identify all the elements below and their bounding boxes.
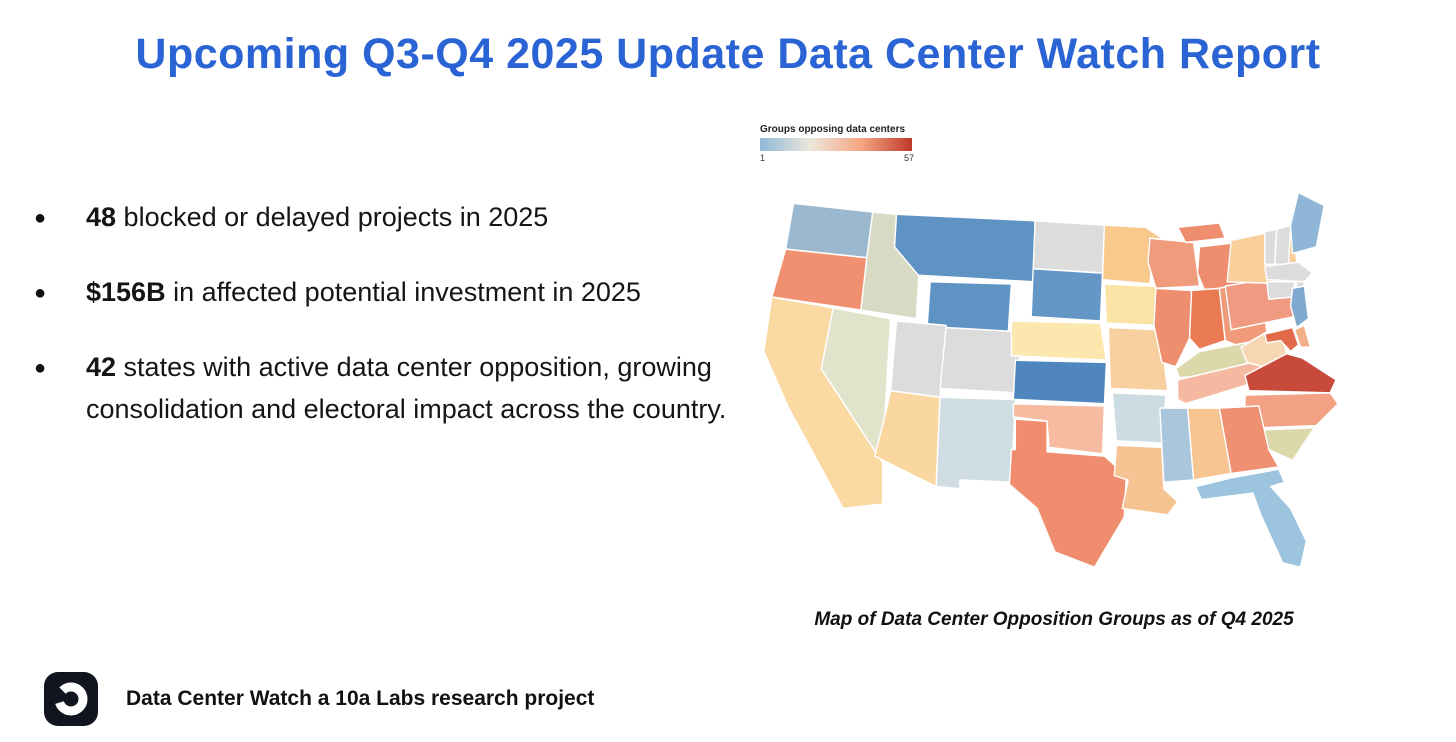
legend-labels: 1 57	[760, 153, 914, 163]
us-choropleth-map	[763, 191, 1339, 568]
stat-value: $156B	[86, 277, 166, 307]
map-panel: Groups opposing data centers 1 57	[752, 124, 1356, 631]
state-me	[1289, 191, 1325, 255]
state-in	[1188, 287, 1226, 351]
logo-mark-icon	[54, 682, 88, 716]
legend-min-label: 1	[760, 153, 766, 163]
map-caption: Map of Data Center Opposition Groups as …	[814, 609, 1294, 630]
state-ut	[889, 320, 947, 399]
stat-text: blocked or delayed projects in 2025	[116, 202, 549, 232]
state-ct	[1266, 281, 1296, 300]
state-nm	[935, 396, 1017, 490]
state-md	[1264, 326, 1300, 353]
state-az	[874, 389, 941, 488]
stat-value: 48	[86, 202, 117, 232]
footer-text: Data Center Watch a 10a Labs research pr…	[126, 687, 595, 710]
state-fl	[1194, 468, 1308, 568]
state-il	[1153, 287, 1193, 368]
state-nd	[1032, 219, 1106, 274]
legend-title: Groups opposing data centers	[760, 124, 906, 135]
state-ar	[1111, 392, 1167, 444]
state-ma	[1264, 261, 1314, 283]
state-tn	[1177, 359, 1272, 405]
state-wi	[1147, 237, 1201, 290]
state-sd	[1030, 267, 1104, 322]
map-legend: Groups opposing data centers 1 57	[760, 124, 1356, 163]
state-ok	[1012, 403, 1106, 455]
stat-text: states with active data center oppositio…	[86, 352, 727, 424]
state-nh	[1274, 224, 1292, 266]
state-wa	[784, 202, 874, 259]
state-mt	[893, 213, 1036, 283]
state-de	[1293, 324, 1312, 348]
stat-value: 42	[86, 352, 117, 382]
state-va	[1244, 352, 1337, 394]
legend-max-label: 57	[903, 153, 914, 163]
stat-bullet-states: 42 states with active data center opposi…	[28, 346, 728, 430]
stat-text: in affected potential investment in 2025	[165, 277, 641, 307]
stat-bullet-investment: $156B in affected potential investment i…	[28, 271, 728, 314]
state-ms	[1159, 407, 1195, 483]
stat-bullet-list: 48 blocked or delayed projects in 2025 $…	[28, 196, 728, 463]
state-ks	[1012, 359, 1108, 405]
state-nj	[1289, 285, 1310, 329]
stat-bullet-projects: 48 blocked or delayed projects in 2025	[28, 196, 728, 239]
state-tx	[1008, 418, 1127, 568]
legend-gradient-bar	[760, 138, 912, 151]
footer: Data Center Watch a 10a Labs research pr…	[44, 672, 594, 726]
state-ne	[1010, 320, 1108, 361]
page-title: Upcoming Q3-Q4 2025 Update Data Center W…	[135, 30, 1321, 78]
state-co	[939, 326, 1022, 394]
10a-labs-logo	[44, 672, 98, 726]
state-mo	[1107, 326, 1169, 392]
